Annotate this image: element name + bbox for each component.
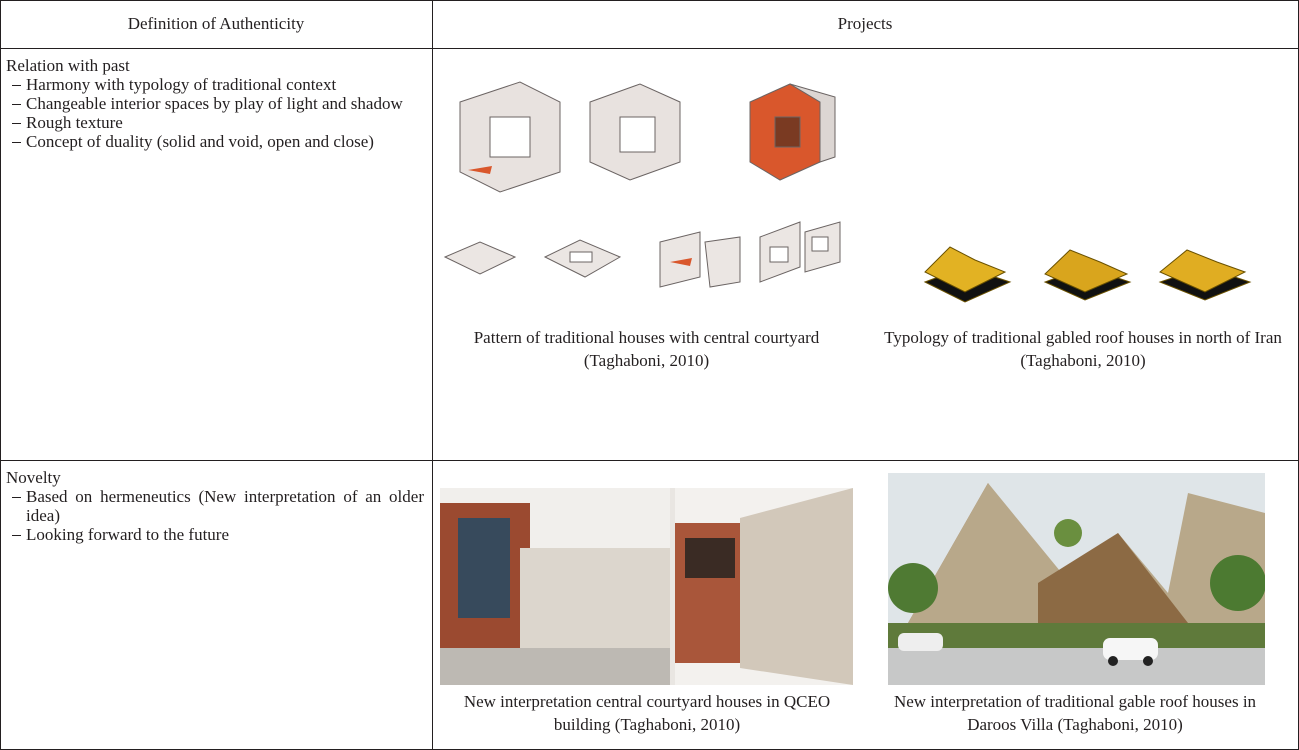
rule [432,0,433,750]
list-item: Concept of duality (solid and void, open… [6,132,424,151]
list-item: Changeable interior spaces by play of li… [6,94,424,113]
item-text: Based on hermeneutics (New interpretatio… [26,487,424,525]
list-item: Looking forward to the future [6,525,424,544]
caption: New interpretation of traditional gable … [893,692,1257,734]
item-text: Harmony with typology of traditional con… [26,75,337,94]
bullet [12,535,21,536]
list-item: Harmony with typology of traditional con… [6,75,424,94]
rule [0,0,1,750]
image [905,212,1278,318]
definition-title: Relation with past [6,56,130,75]
image [440,488,853,685]
rule [0,48,1299,49]
definition: Relation with past Harmony with typology … [6,56,426,151]
list-item: Based on hermeneutics (New interpretatio… [6,487,424,525]
definition-title: Novelty [6,468,61,487]
bullet [12,497,21,498]
rule [0,460,1299,461]
bullet [12,85,21,86]
image [440,62,853,318]
bullet [12,104,21,105]
bullet [12,123,21,124]
header-cell: Projects [837,14,893,33]
item-text: Changeable interior spaces by play of li… [26,94,403,113]
caption: Typology of traditional gabled roof hous… [884,328,1282,370]
image [888,473,1265,685]
caption: New interpretation central courtyard hou… [463,692,831,734]
bullet [12,142,21,143]
definition: Novelty Based on hermeneutics (New interp… [6,468,426,544]
list-item: Rough texture [6,113,424,132]
item-text: Looking forward to the future [26,525,229,544]
rule [0,0,1299,1]
item-text: Rough texture [26,113,123,132]
caption: Pattern of traditional houses with centr… [473,328,820,370]
item-text: Concept of duality (solid and void, open… [26,132,374,151]
header-cell: Definition of Authenticity [127,14,305,33]
